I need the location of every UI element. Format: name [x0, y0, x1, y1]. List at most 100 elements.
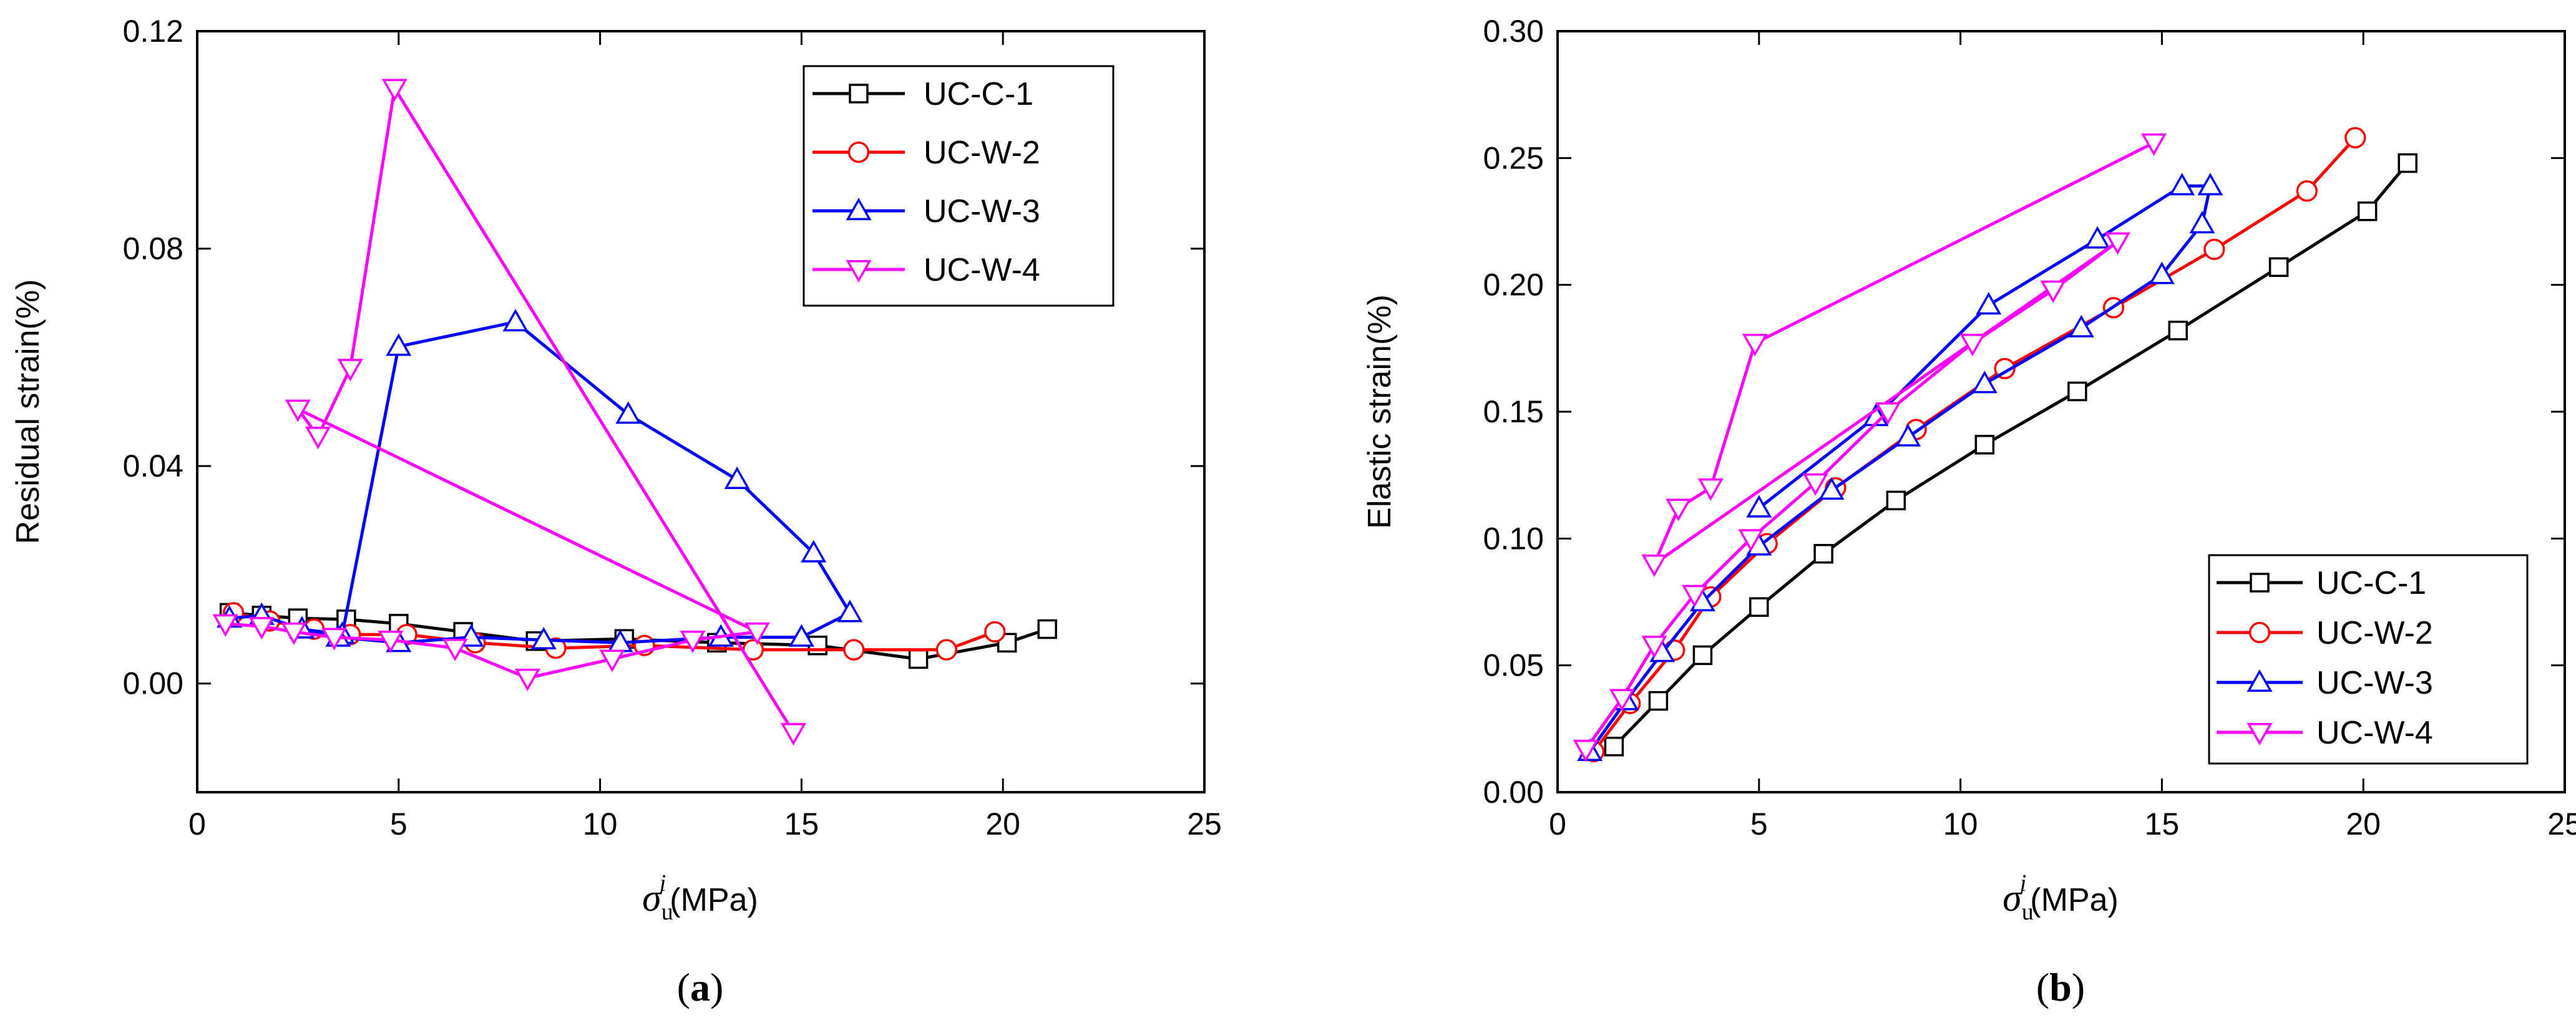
data-point-b-3-9: [2104, 232, 2130, 255]
caption-a-open: (: [677, 965, 690, 1009]
caption-a-letter: a: [690, 965, 710, 1009]
data-point-a-3-3: [321, 628, 348, 651]
legend-entry-b-2: UC-W-3: [2217, 665, 2433, 701]
x-tick-label-a-3: 15: [784, 807, 819, 841]
data-point-b-2-12: [2169, 173, 2195, 196]
data-point-a-0-12: [1037, 619, 1057, 639]
data-point-b-0-0: [1604, 737, 1624, 757]
legend-label-b-3: UC-W-4: [2316, 715, 2433, 751]
data-point-a-3-9: [744, 622, 770, 645]
chart-panel-a: 0 5 10 15 20 25 0.00 0.04 0.08 0.12 Residual stra…: [10, 14, 1222, 1009]
y-tick-label-b-4: 0.20: [1483, 268, 1544, 303]
caption-b-letter: b: [2049, 965, 2072, 1009]
legend-entry-a-0: UC-C-1: [812, 76, 1033, 112]
chart-panel-b: 0 5 10 15 20 25 0.00 0.05 0.10 0.15 0.20 0.25 0.30 E…: [1362, 14, 2576, 1009]
data-point-a-2-7: [724, 466, 750, 489]
data-point-b-3-13: [1742, 334, 1768, 357]
data-point-a-3-2: [281, 622, 307, 645]
series-a-3: [212, 79, 806, 746]
data-point-b-0-8: [2168, 321, 2188, 341]
data-point-b-2-6: [1895, 424, 1921, 447]
caption-b-close: ): [2072, 965, 2085, 1009]
data-point-b-2-9: [2149, 261, 2175, 284]
legend-entry-b-1: UC-W-2: [2217, 615, 2433, 651]
tick-layer-a: 0 5 10 15 20 25 0.00 0.04 0.08 0.12: [123, 14, 1222, 841]
data-point-b-3-14: [2140, 133, 2167, 156]
legend-a: UC-C-1 UC-W-2 UC-W-3 UC-W-4: [803, 65, 1115, 307]
caption-b-open: (: [2036, 965, 2049, 1009]
x-tick-label-a-4: 20: [985, 807, 1020, 841]
x-tick-label-a-1: 5: [390, 807, 407, 841]
data-point-a-2-9: [837, 599, 863, 623]
data-point-b-1-11: [2344, 127, 2366, 148]
data-point-b-1-10: [2296, 180, 2318, 202]
data-point-b-0-6: [1974, 435, 1995, 455]
data-point-a-3-8: [680, 630, 706, 654]
data-point-a-0-10: [908, 649, 929, 669]
series-line-a-2: [229, 320, 852, 644]
data-point-b-0-10: [2357, 201, 2378, 221]
data-point-b-2-11: [2197, 173, 2223, 196]
series-layer-b: [1573, 127, 2417, 763]
data-point-b-3-0: [1573, 739, 1599, 762]
x-tick-label-b-4: 20: [2346, 807, 2381, 841]
data-point-b-3-6: [1875, 402, 1901, 425]
data-point-a-2-8: [801, 540, 827, 563]
x-tick-label-b-0: 0: [1549, 807, 1566, 841]
caption-a-close: ): [710, 965, 723, 1009]
legend-swatch-marker-a-3: [846, 259, 872, 283]
legend-b: UC-C-1 UC-W-2 UC-W-3 UC-W-4: [2208, 554, 2529, 765]
legend-label-b-2: UC-W-3: [2316, 665, 2433, 701]
legend-swatch-marker-b-2: [2247, 669, 2273, 692]
x-tick-label-a-5: 25: [1187, 807, 1222, 841]
legend-swatch-marker-a-1: [847, 141, 870, 163]
legend-label-a-0: UC-C-1: [924, 76, 1033, 112]
data-point-a-3-13: [381, 79, 407, 102]
y-tick-label-a-0: 0.00: [123, 666, 183, 701]
data-point-b-0-2: [1692, 645, 1713, 666]
data-point-a-3-14: [780, 723, 806, 746]
legend-label-a-3: UC-W-4: [924, 252, 1040, 288]
legend-swatch-marker-a-0: [849, 84, 869, 104]
x-axis-label-sigma-a: σ: [642, 877, 663, 919]
legend-label-b-1: UC-W-2: [2316, 615, 2433, 651]
data-point-b-3-10: [1641, 554, 1667, 578]
data-point-a-3-0: [212, 614, 238, 637]
legend-label-a-2: UC-W-3: [924, 193, 1040, 230]
data-point-a-1-11: [984, 621, 1006, 643]
data-point-b-2-13: [2084, 226, 2110, 249]
y-tick-label-b-5: 0.25: [1483, 140, 1544, 175]
data-point-b-3-4: [1738, 529, 1764, 552]
series-b-3: [1573, 133, 2167, 762]
legend-entry-b-0: UC-C-1: [2217, 565, 2426, 601]
data-point-b-0-1: [1648, 691, 1669, 711]
data-point-b-2-8: [2068, 314, 2094, 337]
x-tick-label-b-2: 10: [1943, 807, 1978, 841]
legend-label-b-0: UC-C-1: [2316, 565, 2426, 601]
data-point-a-2-13: [530, 626, 557, 650]
x-tick-label-b-1: 5: [1750, 807, 1768, 841]
x-tick-label-b-5: 25: [2547, 807, 2576, 841]
tick-layer-b: 0 5 10 15 20 25 0.00 0.05 0.10 0.15 0.20 0.25 0.30: [1483, 14, 2576, 841]
data-point-b-0-3: [1749, 597, 1769, 617]
data-point-b-3-3: [1681, 584, 1708, 608]
plot-frame-a: [196, 30, 1206, 793]
legend-entry-a-2: UC-W-3: [812, 193, 1040, 230]
data-point-a-1-10: [935, 639, 957, 661]
x-axis-label-sub-a: u: [661, 899, 673, 925]
x-axis-label-a: σui (MPa): [642, 870, 758, 925]
x-tick-label-b-3: 15: [2145, 807, 2180, 841]
legend-label-a-1: UC-W-2: [924, 135, 1040, 171]
data-point-b-3-8: [2040, 280, 2066, 303]
data-point-a-3-1: [248, 617, 275, 640]
data-point-b-3-7: [1959, 334, 1986, 357]
data-point-b-0-9: [2268, 257, 2289, 277]
y-tick-label-b-6: 0.30: [1483, 14, 1544, 49]
data-point-a-3-7: [599, 649, 625, 672]
y-tick-label-b-1: 0.05: [1483, 648, 1544, 683]
caption-b: (b): [2036, 965, 2085, 1009]
data-point-a-3-5: [442, 639, 468, 662]
data-point-a-3-4: [378, 630, 404, 654]
data-point-a-2-4: [386, 333, 412, 356]
